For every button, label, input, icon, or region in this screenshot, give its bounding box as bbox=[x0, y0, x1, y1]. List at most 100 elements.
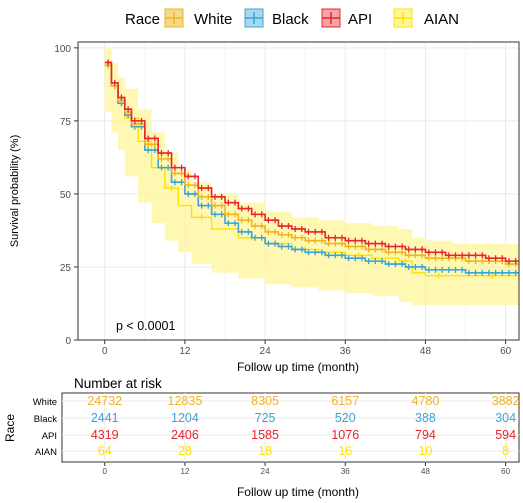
risk-table-x-label: Follow up time (month) bbox=[237, 485, 359, 499]
censor-mark-black bbox=[512, 269, 519, 276]
risk-table-y-label: Race bbox=[3, 414, 17, 442]
censor-mark-white bbox=[278, 231, 285, 238]
censor-mark-api bbox=[138, 117, 145, 124]
censor-mark-black bbox=[485, 269, 492, 276]
censor-mark-black bbox=[492, 269, 499, 276]
censor-mark-white bbox=[385, 249, 392, 256]
censor-mark-aian bbox=[198, 214, 205, 221]
risk-table-cell: 8305 bbox=[251, 394, 279, 408]
censor-mark-api bbox=[452, 252, 459, 259]
censor-mark-black bbox=[258, 234, 265, 241]
censor-mark-black bbox=[218, 211, 225, 218]
censor-mark-black bbox=[145, 147, 152, 154]
censor-mark-black bbox=[338, 252, 345, 259]
censor-mark-black bbox=[365, 258, 372, 265]
censor-mark-api bbox=[252, 211, 259, 218]
censor-mark-api bbox=[158, 150, 165, 157]
censor-mark-api bbox=[285, 223, 292, 230]
censor-mark-black bbox=[252, 234, 259, 241]
censor-mark-api bbox=[171, 164, 178, 171]
censor-mark-api bbox=[385, 243, 392, 250]
risk-table-panel bbox=[61, 392, 520, 463]
risk-table-cell: 725 bbox=[255, 411, 276, 425]
censor-mark-black bbox=[352, 255, 359, 262]
censor-mark-white bbox=[272, 228, 279, 235]
censor-mark-white bbox=[405, 252, 412, 259]
censor-mark-api bbox=[412, 246, 419, 253]
censor-mark-api bbox=[245, 205, 252, 212]
censor-mark-white bbox=[185, 182, 192, 189]
legend-label-black: Black bbox=[272, 11, 309, 28]
censor-mark-white bbox=[238, 217, 245, 224]
censor-mark-white bbox=[392, 249, 399, 256]
censor-mark-white bbox=[171, 170, 178, 177]
risk-row-label: AIAN bbox=[35, 447, 57, 458]
censor-mark-black bbox=[445, 266, 452, 273]
censor-mark-api bbox=[298, 225, 305, 232]
censor-mark-api bbox=[151, 135, 158, 142]
censor-mark-api bbox=[111, 79, 118, 86]
censor-mark-white bbox=[298, 234, 305, 241]
risk-x-tick-label: 36 bbox=[341, 467, 350, 476]
censor-mark-api bbox=[399, 243, 406, 250]
censor-mark-black bbox=[278, 243, 285, 250]
censor-mark-white bbox=[225, 211, 232, 218]
risk-table-cell: 4319 bbox=[91, 428, 119, 442]
censor-mark-white bbox=[372, 246, 379, 253]
legend-label-aian: AIAN bbox=[424, 11, 459, 28]
censor-mark-white bbox=[365, 246, 372, 253]
risk-x-tick-label: 48 bbox=[421, 467, 430, 476]
censor-mark-black bbox=[499, 269, 506, 276]
censor-mark-api bbox=[485, 255, 492, 262]
censor-mark-api bbox=[379, 240, 386, 247]
censor-mark-black bbox=[392, 261, 399, 268]
legend-item-api: API bbox=[321, 8, 372, 28]
censor-mark-black bbox=[399, 261, 406, 268]
censor-mark-white bbox=[338, 240, 345, 247]
censor-mark-white bbox=[425, 255, 432, 262]
censor-mark-aian bbox=[168, 185, 175, 192]
risk-table-cell: 18 bbox=[258, 444, 272, 458]
censor-mark-black bbox=[318, 249, 325, 256]
censor-mark-white bbox=[252, 223, 259, 230]
censor-mark-white bbox=[379, 246, 386, 253]
censor-mark-api bbox=[191, 173, 198, 180]
censor-mark-black bbox=[312, 249, 319, 256]
x-tick-label: 48 bbox=[420, 346, 432, 357]
censor-mark-api bbox=[258, 211, 265, 218]
censor-mark-aian bbox=[435, 272, 442, 279]
censor-mark-api bbox=[365, 240, 372, 247]
risk-table-cell: 24732 bbox=[87, 394, 122, 408]
risk-table-title: Number at risk bbox=[74, 376, 162, 391]
risk-table-cell: 520 bbox=[335, 411, 356, 425]
censor-mark-api bbox=[125, 106, 132, 113]
censor-mark-black bbox=[379, 258, 386, 265]
censor-mark-black bbox=[245, 228, 252, 235]
censor-mark-white bbox=[352, 243, 359, 250]
censor-mark-black bbox=[165, 164, 172, 171]
censor-mark-white bbox=[472, 258, 479, 265]
censor-mark-black bbox=[372, 258, 379, 265]
km-plot: 0 25 50 75 100 0 12 24 36 48 60 Survival probabil… bbox=[9, 41, 520, 374]
censor-mark-api bbox=[131, 117, 138, 124]
censor-mark-api bbox=[492, 255, 499, 262]
censor-mark-black bbox=[305, 249, 312, 256]
censor-mark-black bbox=[439, 266, 446, 273]
censor-mark-white bbox=[312, 237, 319, 244]
censor-mark-white bbox=[145, 141, 152, 148]
censor-mark-black bbox=[205, 202, 212, 209]
censor-mark-api bbox=[105, 59, 112, 66]
censor-mark-black bbox=[432, 266, 439, 273]
censor-mark-black bbox=[385, 261, 392, 268]
censor-mark-api bbox=[318, 228, 325, 235]
censor-mark-white bbox=[198, 193, 205, 200]
censor-mark-black bbox=[211, 211, 218, 218]
y-axis-label: Survival probability (%) bbox=[9, 135, 21, 247]
censor-mark-white bbox=[165, 155, 172, 162]
censor-mark-black bbox=[452, 266, 459, 273]
censor-mark-white bbox=[318, 237, 325, 244]
censor-mark-api bbox=[479, 252, 486, 259]
censor-mark-api bbox=[305, 228, 312, 235]
risk-row-label: White bbox=[33, 397, 57, 408]
